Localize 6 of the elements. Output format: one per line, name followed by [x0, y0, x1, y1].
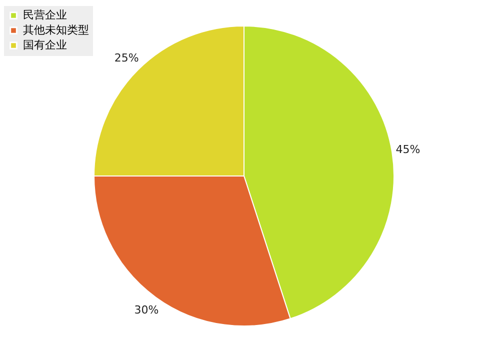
data-label: 45%: [396, 143, 420, 156]
legend-label: 其他未知类型: [23, 24, 89, 36]
data-label: 25%: [114, 52, 139, 65]
legend-label: 民营企业: [23, 8, 67, 22]
legend-label: 国有企业: [23, 38, 67, 52]
data-label: 30%: [134, 303, 159, 316]
